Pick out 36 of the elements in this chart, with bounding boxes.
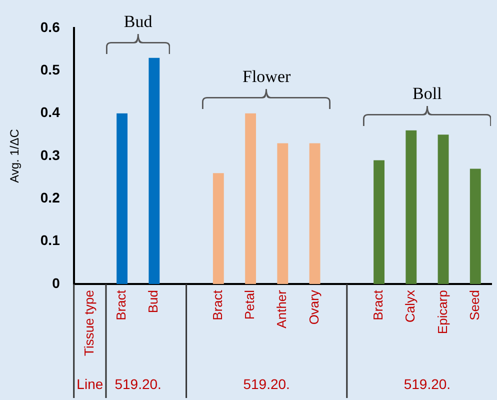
bar bbox=[277, 143, 288, 284]
x-tick-label: Bract bbox=[210, 290, 225, 320]
x-tick-label: Bract bbox=[370, 290, 386, 320]
y-tick-label: 0.3 bbox=[40, 146, 60, 163]
y-tick-label: 0.5 bbox=[40, 62, 60, 78]
bar bbox=[374, 160, 384, 284]
x-tick-label: Calyx bbox=[402, 290, 418, 323]
y-tick-label: 0 bbox=[52, 274, 60, 291]
bar bbox=[245, 113, 256, 284]
text: Line bbox=[76, 376, 104, 392]
x-tick-label: Seed bbox=[466, 290, 482, 320]
text: 519.20. bbox=[242, 376, 291, 392]
x-tick-label: Epicarp bbox=[434, 290, 450, 334]
x-tick-label: Tissue type bbox=[82, 290, 96, 356]
y-tick-label: 0.2 bbox=[40, 190, 60, 206]
x-tick-label: Anther bbox=[274, 289, 290, 328]
bar bbox=[406, 130, 417, 284]
x-tick-label: Bract bbox=[114, 290, 129, 320]
bar bbox=[438, 134, 449, 284]
y-tick-label: 0.4 bbox=[40, 104, 60, 120]
x-tick-label: Petal bbox=[242, 290, 258, 320]
text: 519.20. bbox=[402, 376, 452, 392]
series-label: Boll bbox=[412, 84, 443, 104]
y-axis-title: Avg. 1/ΔC bbox=[8, 128, 22, 183]
bar bbox=[470, 168, 481, 284]
bar bbox=[148, 58, 160, 284]
bar bbox=[116, 113, 128, 284]
x-tick-label: Bud bbox=[146, 290, 161, 314]
text: 519.20. bbox=[114, 376, 162, 392]
bar bbox=[309, 143, 320, 284]
series-label: Flower bbox=[242, 67, 292, 88]
y-tick-label: 0.6 bbox=[40, 18, 60, 35]
y-tick-label: 0.1 bbox=[40, 232, 60, 248]
series-label: Bud bbox=[122, 12, 154, 32]
x-tick-label: Ovary bbox=[306, 290, 322, 325]
bar bbox=[212, 173, 224, 284]
